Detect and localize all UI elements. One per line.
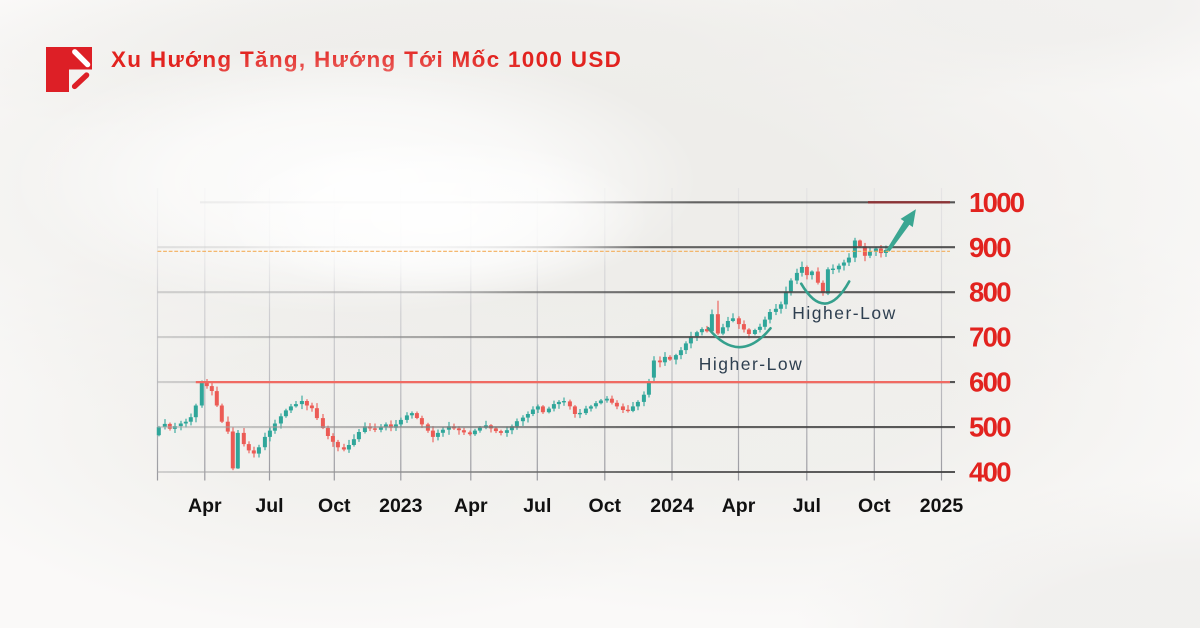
svg-text:Apr: Apr	[188, 495, 222, 517]
svg-text:Jul: Jul	[523, 495, 551, 517]
svg-text:500: 500	[969, 412, 1011, 443]
svg-text:Apr: Apr	[722, 495, 756, 517]
svg-text:Apr: Apr	[454, 495, 488, 517]
svg-text:2025: 2025	[920, 495, 964, 517]
svg-text:Jul: Jul	[793, 495, 821, 517]
svg-text:400: 400	[969, 457, 1011, 488]
svg-text:900: 900	[969, 232, 1011, 263]
svg-text:600: 600	[969, 367, 1011, 398]
svg-text:2023: 2023	[379, 495, 423, 517]
svg-text:Oct: Oct	[589, 495, 622, 517]
svg-text:Jul: Jul	[255, 495, 283, 517]
svg-text:Oct: Oct	[318, 495, 351, 517]
svg-text:Higher-Low: Higher-Low	[699, 354, 803, 374]
svg-text:2024: 2024	[650, 495, 694, 517]
svg-text:700: 700	[969, 322, 1011, 353]
svg-text:800: 800	[969, 277, 1011, 308]
svg-text:Oct: Oct	[858, 495, 891, 517]
svg-text:1000: 1000	[969, 187, 1025, 218]
svg-text:Higher-Low: Higher-Low	[792, 303, 896, 323]
